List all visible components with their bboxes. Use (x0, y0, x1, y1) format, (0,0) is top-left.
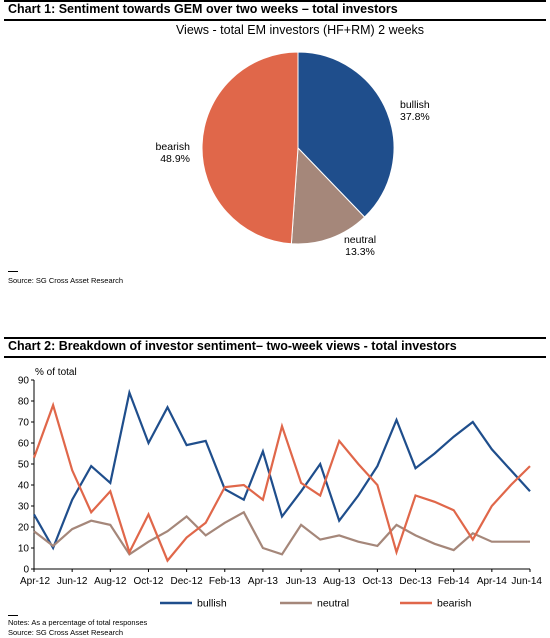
pie-label-bearish: bearish (156, 141, 191, 153)
x-tick-label: Jun-13 (286, 576, 317, 587)
x-axis: Apr-12 Jun-12 Aug-12 Oct-12 Dec-12 Feb-13 Apr-… (20, 568, 542, 587)
x-tick-label: Aug-13 (323, 576, 356, 587)
x-tick-label: Dec-13 (399, 576, 432, 587)
y-tick-label: 20 (18, 523, 30, 534)
series-line-bullish (33, 388, 531, 551)
chart2-heading: Chart 2: Breakdown of investor sentiment… (8, 339, 457, 353)
series-line-neutral (33, 510, 530, 556)
pie-slices (201, 51, 395, 245)
chart1-source: Source: SG Cross Asset Research (8, 276, 124, 285)
y-axis: 0 10 20 30 40 50 60 70 80 90 (18, 376, 35, 576)
x-tick-label: Dec-12 (170, 576, 203, 587)
chart2-top-rule (4, 337, 546, 339)
chart1-top-rule (4, 0, 546, 2)
y-tick-label: 80 (18, 397, 30, 408)
legend: bullish neutral bearish (160, 598, 472, 610)
line-chart: % of total 0 10 20 30 40 50 60 70 80 90 Apr-12 Jun… (18, 367, 543, 610)
pie-slice-bearish (201, 51, 299, 245)
x-tick-label: Jun-12 (57, 576, 88, 587)
chart1-heading: Chart 1: Sentiment towards GEM over two … (8, 2, 398, 16)
pie-value-neutral: 13.3% (345, 246, 375, 258)
chart2-notes: Notes: As a percentage of total response… (8, 618, 148, 627)
chart1-source-rule (8, 271, 18, 272)
chart2-notes-rule (8, 615, 18, 616)
x-tick-label: Feb-14 (438, 576, 470, 587)
x-tick-label: Jun-14 (511, 576, 542, 587)
y-tick-label: 70 (18, 418, 30, 429)
series-line-bearish (32, 401, 531, 563)
pie-slice-bullish (297, 51, 395, 218)
x-tick-label: Feb-13 (209, 576, 241, 587)
chart2-source: Source: SG Cross Asset Research (8, 628, 124, 637)
pie-chart: Views - total EM investors (HF+RM) 2 wee… (156, 23, 430, 258)
x-tick-label: Apr-13 (248, 576, 278, 587)
y-tick-label: 50 (18, 460, 30, 471)
legend-label-neutral: neutral (317, 598, 349, 610)
pie-label-neutral: neutral (344, 234, 376, 246)
pie-value-bullish: 37.8% (400, 111, 430, 123)
pie-slice-neutral (290, 146, 366, 245)
x-tick-label: Apr-14 (477, 576, 507, 587)
legend-label-bearish: bearish (437, 598, 472, 610)
y-axis-label: % of total (35, 367, 77, 378)
legend-label-bullish: bullish (197, 598, 227, 610)
y-tick-label: 10 (18, 544, 30, 555)
pie-title: Views - total EM investors (HF+RM) 2 wee… (176, 23, 424, 37)
pie-value-bearish: 48.9% (160, 153, 190, 165)
chart2-heading-rule (4, 356, 546, 358)
x-tick-label: Aug-12 (94, 576, 127, 587)
x-tick-label: Apr-12 (20, 576, 50, 587)
x-tick-label: Oct-12 (133, 576, 163, 587)
y-tick-label: 40 (18, 481, 30, 492)
x-tick-label: Oct-13 (362, 576, 392, 587)
y-tick-label: 90 (18, 376, 30, 387)
y-tick-label: 60 (18, 439, 30, 450)
y-tick-label: 30 (18, 502, 30, 513)
line-series (32, 388, 531, 563)
chart1-heading-rule (4, 19, 546, 21)
y-tick-label: 0 (23, 565, 29, 576)
pie-label-bullish: bullish (400, 99, 430, 111)
